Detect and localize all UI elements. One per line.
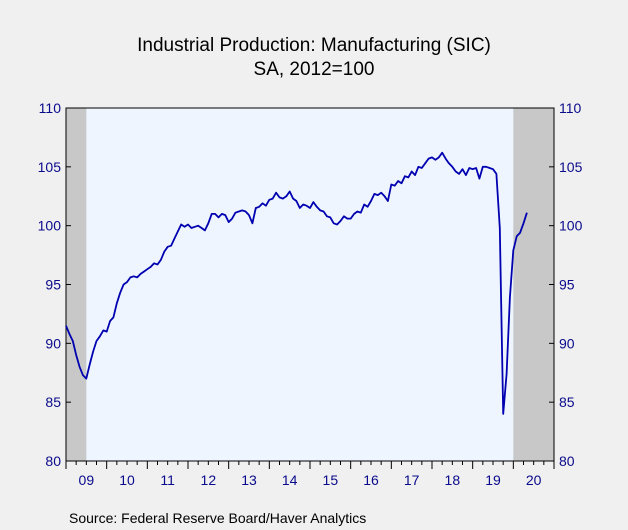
x-tick-label: 12	[201, 472, 217, 488]
y-tick-label-left: 85	[45, 394, 61, 410]
chart-subtitle: SA, 2012=100	[254, 59, 375, 80]
series-layer	[65, 151, 528, 415]
x-tick-label: 20	[526, 472, 542, 488]
x-tick-label: 09	[79, 472, 95, 488]
y-tick-label-right: 95	[559, 277, 575, 293]
y-tick-label-left: 80	[45, 453, 61, 469]
y-tick-label-right: 90	[559, 335, 575, 351]
y-tick-label-right: 105	[559, 159, 583, 175]
x-tick-label: 10	[119, 472, 135, 488]
y-axis-ticks: 80 80 85 85 90 90 95 95 100 100 105 105 110 110	[38, 100, 583, 469]
y-tick-label-left: 95	[45, 277, 61, 293]
y-tick-label-right: 80	[559, 453, 575, 469]
plot-area	[66, 108, 554, 461]
x-tick-label: 16	[363, 472, 379, 488]
y-tick-label-right: 100	[559, 218, 583, 234]
x-tick-label: 17	[404, 472, 420, 488]
y-tick-label-left: 105	[38, 159, 62, 175]
x-axis-ticks: 09 10 11 12 13 14 15 16 17 18 19 20	[65, 461, 555, 488]
y-tick-label-left: 100	[38, 218, 62, 234]
series-line	[65, 151, 528, 415]
y-tick-label-right: 110	[559, 100, 582, 116]
x-tick-label: 14	[282, 472, 298, 488]
source-note: Source: Federal Reserve Board/Haver Anal…	[69, 510, 366, 526]
x-tick-label: 18	[445, 472, 461, 488]
recession-shading	[66, 108, 554, 461]
x-tick-label: 11	[160, 472, 175, 488]
y-tick-label-right: 85	[559, 394, 575, 410]
y-tick-label-left: 90	[45, 335, 61, 351]
chart-title: Industrial Production: Manufacturing (SI…	[137, 35, 491, 56]
x-tick-label: 19	[485, 472, 501, 488]
x-tick-label: 13	[241, 472, 257, 488]
y-tick-label-left: 110	[39, 100, 62, 116]
x-tick-label: 15	[323, 472, 339, 488]
recession-band	[513, 108, 554, 461]
